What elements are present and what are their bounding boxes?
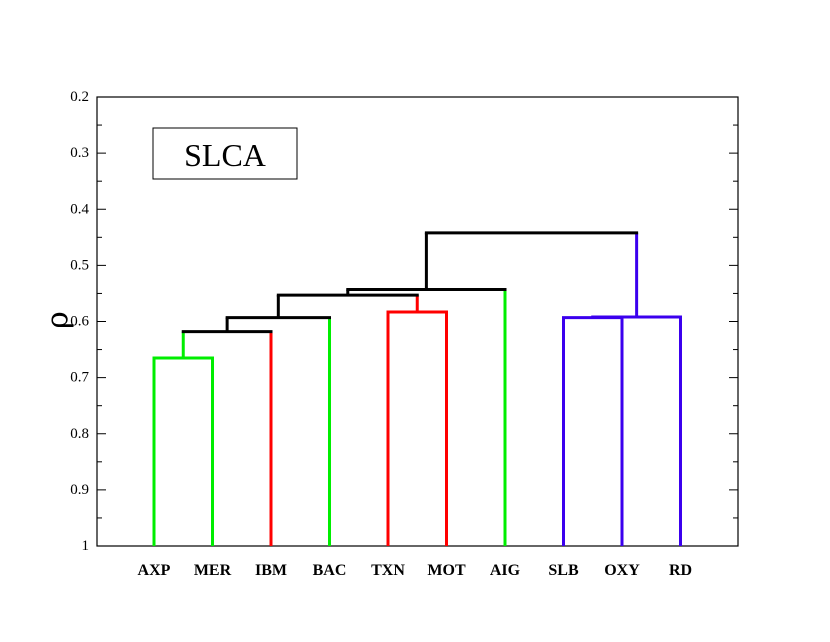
leaf-label-slb: SLB: [548, 562, 579, 579]
y-tick-label: 0.2: [70, 89, 89, 105]
leaf-label-txn: TXN: [371, 562, 405, 579]
leaf-label-oxy: OXY: [604, 562, 640, 579]
leaf-labels: AXP MER IBM BAC TXN MOT AIG SLB OXY RD: [138, 562, 693, 579]
y-tick-label: 0.9: [70, 482, 89, 498]
y-tick-label: 0.7: [70, 370, 89, 386]
leaf-label-mot: MOT: [427, 562, 466, 579]
leaf-label-aig: AIG: [490, 562, 521, 579]
y-tick-label: 0.6: [70, 314, 89, 330]
y-tick-label: 0.8: [70, 426, 89, 442]
y-tick-label: 0.4: [70, 201, 89, 217]
y-tick-label: 1: [82, 538, 90, 554]
leaf-label-ibm: IBM: [255, 562, 287, 579]
legend-label: SLCA: [184, 137, 266, 173]
y-tick-label: 0.5: [70, 257, 89, 273]
leaf-label-rd: RD: [669, 562, 692, 579]
legend-frame: [152, 127, 298, 180]
y-tick-label: 0.3: [70, 145, 89, 161]
legend-box: SLCA: [152, 127, 298, 180]
leaf-label-bac: BAC: [313, 562, 347, 579]
y-axis-label: ρ: [41, 311, 76, 329]
dendrogram-branches: [152, 231, 682, 546]
y-axis: 0.2 0.3 0.4 0.5 0.6 0.7 0.8 0.9 1: [70, 89, 738, 554]
leaf-label-axp: AXP: [138, 562, 171, 579]
leaf-label-mer: MER: [194, 562, 232, 579]
